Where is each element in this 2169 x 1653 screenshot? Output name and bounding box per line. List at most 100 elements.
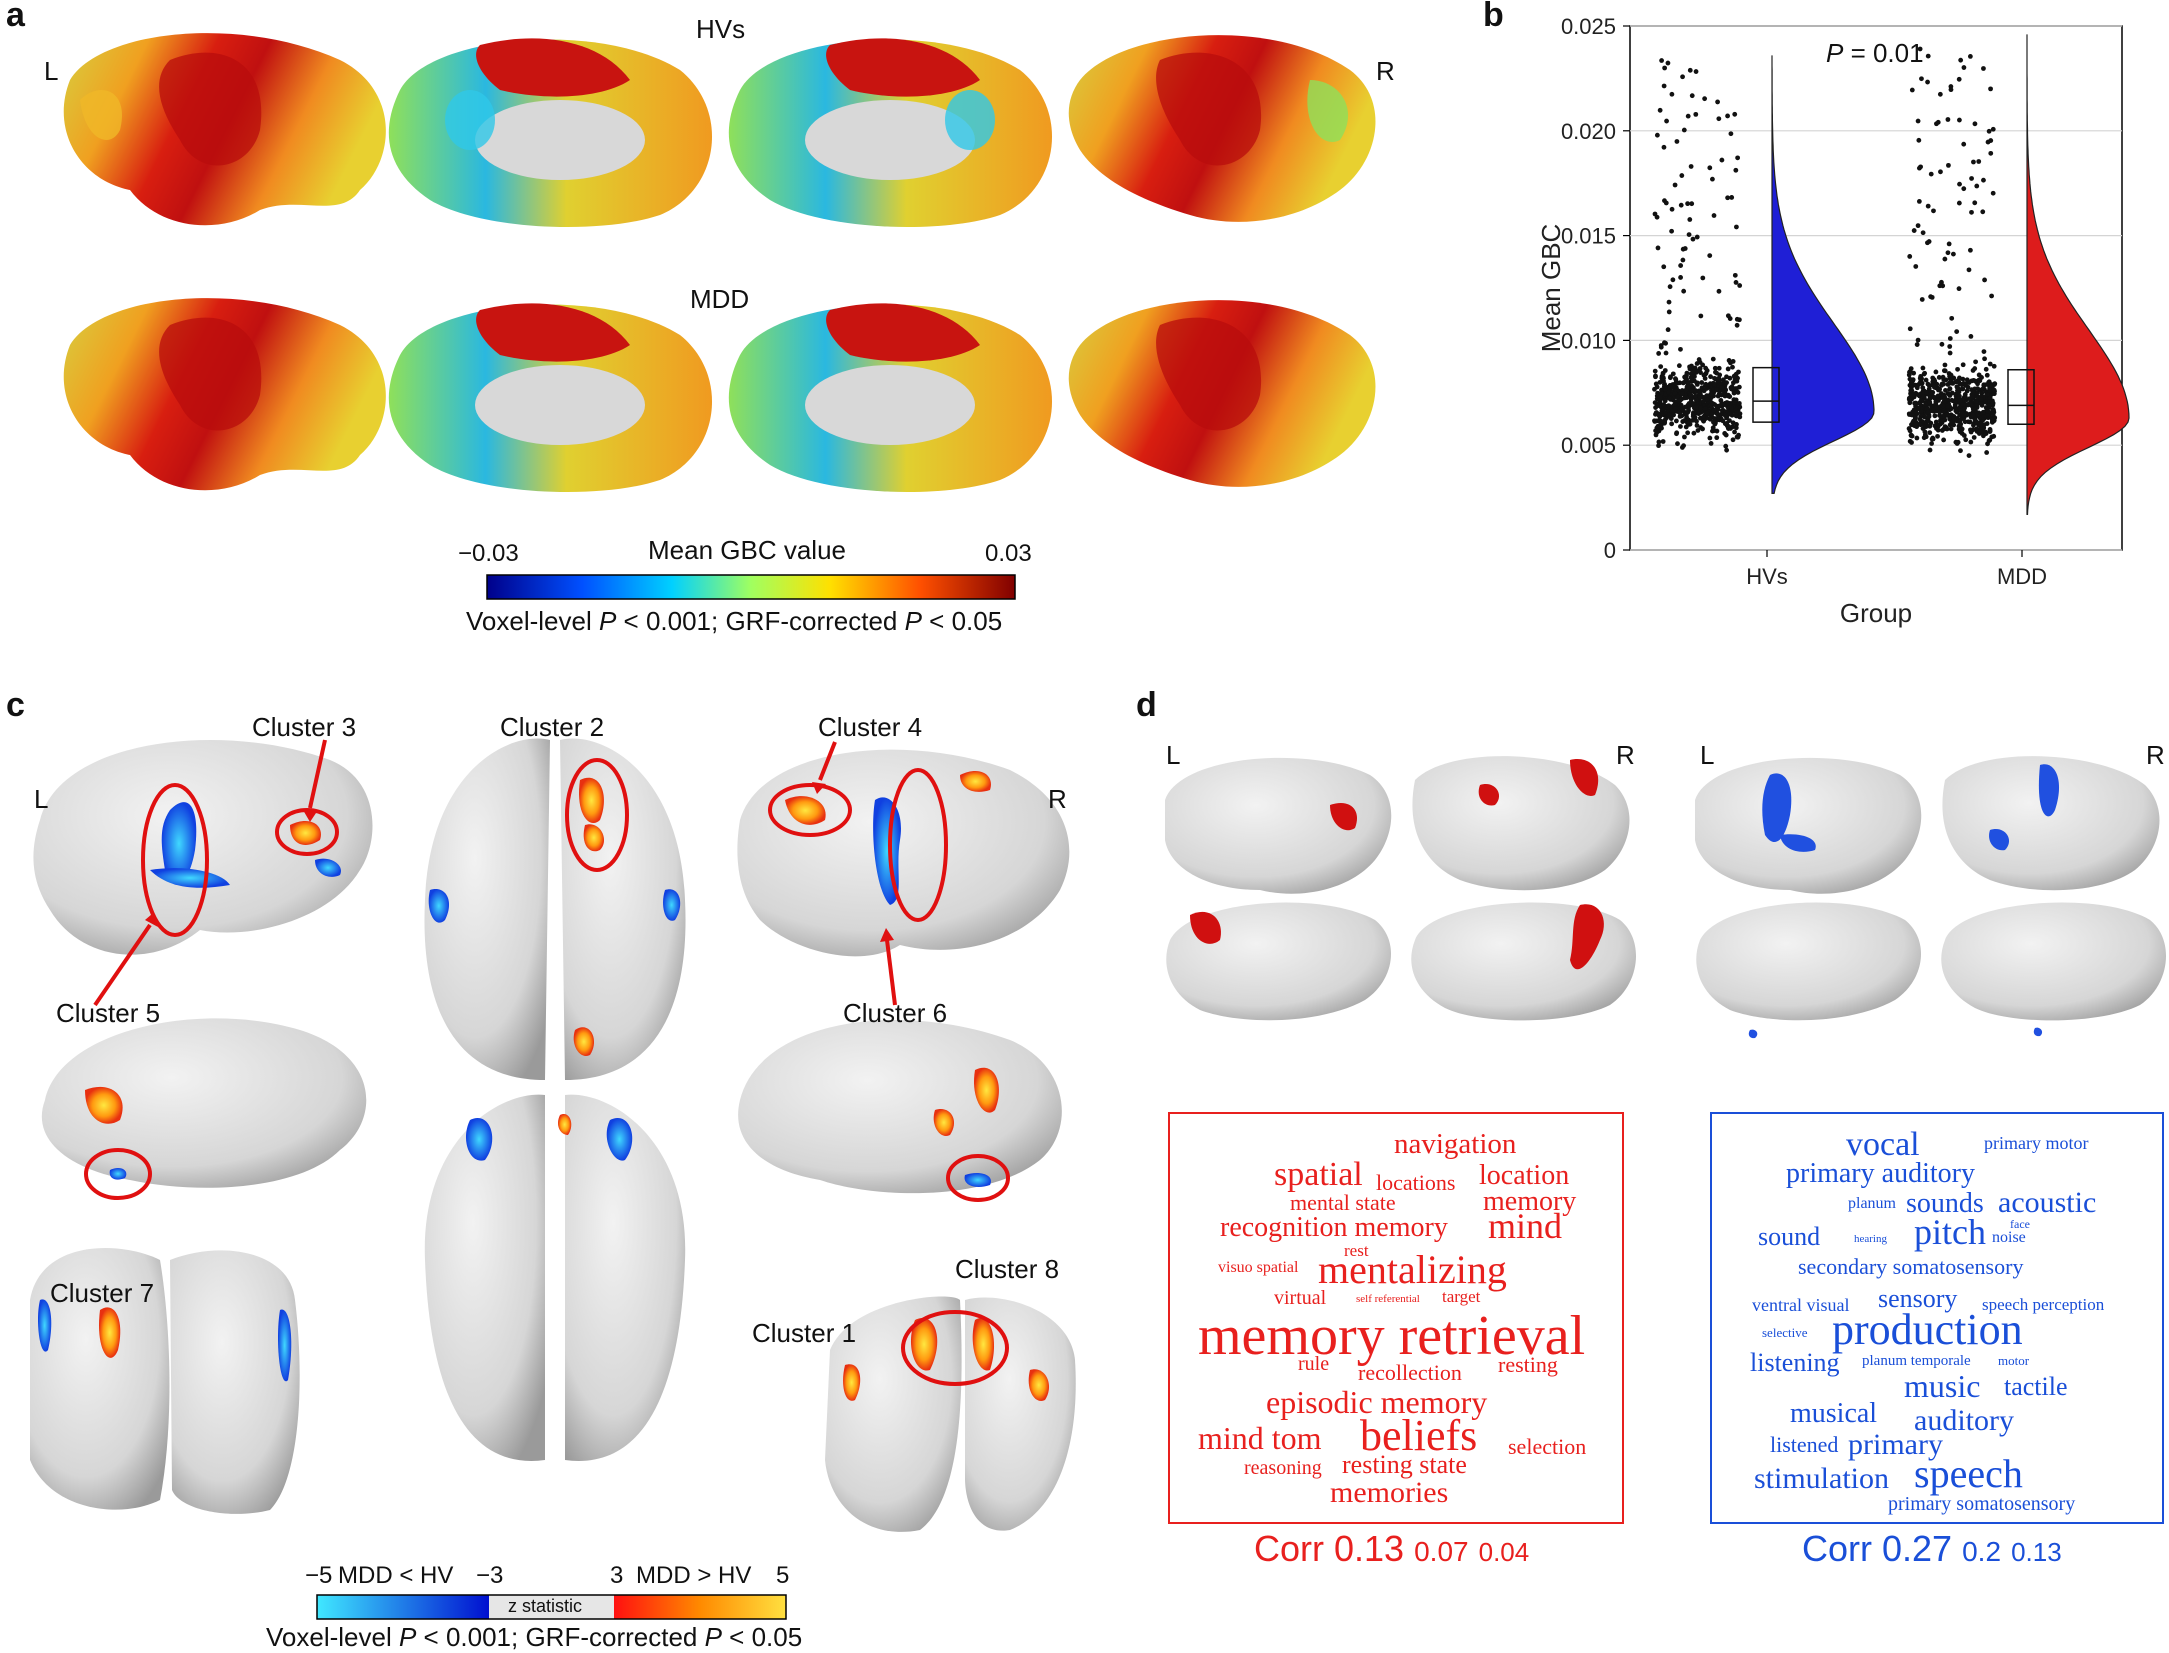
zbar-center-label: z statistic [508, 1596, 583, 1616]
d-blue-hemisphere-left: L [1700, 740, 1715, 770]
brain-c-lateral-left [33, 739, 373, 1007]
x-tick-label: MDD [1997, 564, 2047, 589]
brain-hvs-medial-right [728, 38, 1053, 228]
word-self-referential: self referential [1356, 1293, 1420, 1305]
d-blue-hemisphere-right: R [2146, 740, 2165, 770]
gbc-threshold-note: Voxel-level P < 0.001; GRF-corrected P <… [466, 606, 1003, 636]
word-rule: rule [1298, 1353, 1330, 1375]
word-virtual: virtual [1274, 1287, 1327, 1309]
word-speech: speech [1914, 1451, 2023, 1496]
word-acoustic: acoustic [1998, 1186, 2097, 1219]
word-reasoning: reasoning [1244, 1457, 1322, 1479]
hvs-row-title: HVs [696, 14, 746, 44]
brain-c-medial-left [41, 1018, 367, 1200]
cluster-brain-views [30, 738, 1076, 1532]
panel-label-c: c [6, 686, 25, 724]
brain-c-medial-right [738, 1020, 1062, 1202]
word-primary-motor: primary motor [1984, 1133, 2089, 1153]
brain-c-posterior-left [30, 1248, 300, 1514]
brain-hvs-lateral-right [1068, 35, 1376, 222]
zbar-pos-label: MDD > HV [636, 1562, 752, 1589]
brain-hvs-lateral-left [63, 33, 386, 226]
zbar-neg-min: −5 [305, 1562, 333, 1589]
word-speech-perception: speech perception [1982, 1295, 2105, 1314]
brain-c-dorsal [424, 738, 686, 1080]
word-stimulation: stimulation [1754, 1462, 1889, 1495]
word-recognition-memory: recognition memory [1220, 1212, 1448, 1243]
red-correlation-values: Corr 0.13 0.07 0.04 [1254, 1528, 1530, 1569]
word-spatial: spatial [1274, 1156, 1363, 1193]
word-pitch: pitch [1914, 1212, 1986, 1252]
y-axis-title: Mean GBC [1536, 224, 1566, 353]
word-primary-somatosensory: primary somatosensory [1888, 1493, 2076, 1515]
word-location: location [1479, 1160, 1570, 1191]
word-mentalizing: mentalizing [1318, 1247, 1507, 1292]
word-mental-state: mental state [1290, 1190, 1396, 1215]
word-secondary-somatosensory: secondary somatosensory [1798, 1254, 2024, 1279]
word-tactile: tactile [2004, 1372, 2068, 1401]
word-episodic-memory: episodic memory [1266, 1384, 1488, 1420]
word-music: music [1904, 1368, 1981, 1404]
c-hemisphere-right-label: R [1048, 784, 1067, 814]
word-memory-retrieval: memory retrieval [1198, 1305, 1586, 1367]
jitter-points-mdd [1906, 46, 1998, 459]
box-hvs [1752, 366, 1780, 423]
word-navigation: navigation [1394, 1128, 1517, 1160]
cluster-7-label: Cluster 7 [50, 1278, 155, 1308]
cluster-2-label: Cluster 2 [500, 712, 605, 742]
gbc-colorbar [486, 574, 1016, 600]
word-beliefs: beliefs [1360, 1411, 1478, 1460]
y-tick-label: 0.015 [1561, 224, 1616, 249]
hemisphere-right-label: R [1376, 56, 1395, 86]
brain-d-blue-medial-right [1941, 902, 2167, 1037]
y-tick-label: 0.020 [1561, 119, 1616, 144]
word-primary: primary [1848, 1428, 1943, 1461]
y-tick-label: 0.025 [1561, 14, 1616, 39]
gbc-colorbar-title: Mean GBC value [648, 535, 846, 565]
word-production: production [1832, 1305, 2023, 1354]
brain-d-blue-lateral-right [1942, 756, 2160, 891]
mean-gbc-raincloud-chart: 0 0.005 0.010 0.015 0.020 0.025 HVs MDD Group Mea… [1536, 14, 2130, 628]
word-auditory: auditory [1914, 1404, 2014, 1437]
z-statistic-colorbar [316, 1594, 787, 1620]
brain-mdd-medial-left [388, 303, 713, 492]
mdd-row-title: MDD [690, 284, 750, 314]
brain-c-ventral [424, 1094, 686, 1461]
word-noise: noise [1992, 1229, 2026, 1246]
y-tick-label: 0.010 [1561, 328, 1616, 353]
box-mdd [2007, 368, 2035, 425]
cluster-1-label: Cluster 1 [752, 1318, 857, 1348]
word-locations: locations [1376, 1170, 1456, 1195]
word-sensory: sensory [1878, 1284, 1958, 1313]
gbc-colorbar-max: 0.03 [985, 540, 1032, 567]
word-memory: memory [1483, 1186, 1577, 1217]
cluster-threshold-note: Voxel-level P < 0.001; GRF-corrected P <… [266, 1622, 803, 1652]
word-selective: selective [1762, 1325, 1808, 1340]
word-planum: planum [1848, 1195, 1896, 1212]
y-tick-label: 0 [1604, 538, 1616, 563]
brain-d-blue-medial-left [1696, 902, 1922, 1039]
word-primary-auditory: primary auditory [1786, 1158, 1975, 1189]
blue-word-cloud: vocal primary motor primary auditory pla… [1710, 1112, 2164, 1524]
word-sound: sound [1758, 1222, 1821, 1251]
brain-mdd-lateral-right [1068, 300, 1376, 487]
brain-d-red-medial-right [1411, 902, 1637, 1021]
blue-correlation-values: Corr 0.27 0.2 0.13 [1802, 1528, 2062, 1569]
brain-mdd-medial-right [728, 303, 1053, 492]
word-mind-tom: mind tom [1198, 1420, 1322, 1456]
word-mind: mind [1488, 1206, 1563, 1246]
brain-d-red-lateral-left [1165, 757, 1392, 894]
word-target: target [1442, 1287, 1481, 1306]
decoding-brain-views [1165, 756, 2167, 1039]
word-rest: rest [1344, 1241, 1369, 1260]
brain-mdd-lateral-left [63, 298, 386, 491]
hemisphere-left-label: L [44, 56, 59, 86]
word-memories: memories [1330, 1476, 1449, 1509]
cluster-8-label: Cluster 8 [955, 1254, 1060, 1284]
word-selection: selection [1508, 1434, 1587, 1459]
word-vocal: vocal [1846, 1126, 1920, 1163]
jitter-points-hvs [1652, 58, 1743, 453]
gbc-brain-maps [63, 33, 1376, 492]
half-violin-mdd [2026, 34, 2130, 516]
panel-label-d: d [1136, 686, 1157, 724]
